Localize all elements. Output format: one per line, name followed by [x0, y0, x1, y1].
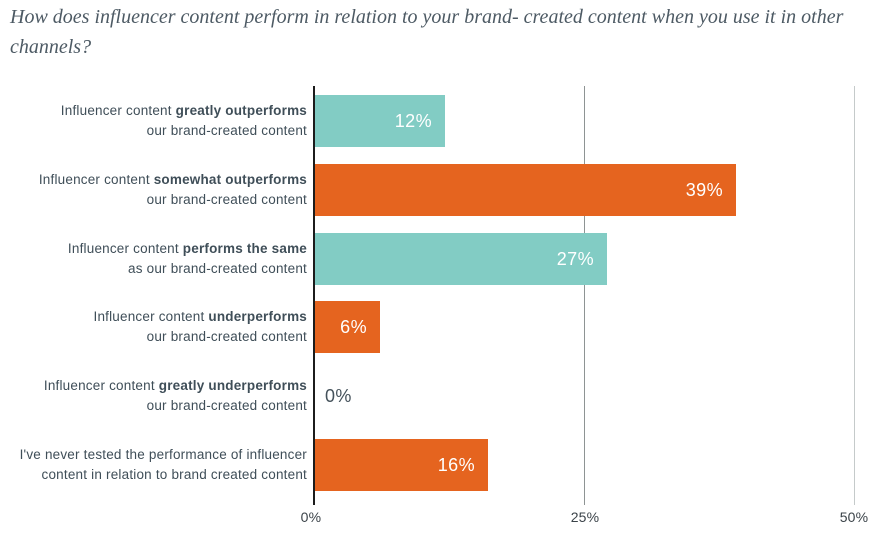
- bar-value-label: 39%: [685, 179, 723, 200]
- bar: 12%: [315, 95, 445, 147]
- category-label: Influencer content greatly outperforms ou…: [0, 101, 307, 141]
- bar: 16%: [315, 439, 488, 491]
- category-label-line1: Influencer content performs the same: [67, 241, 307, 256]
- category-label-line2: our brand-created content: [146, 192, 307, 207]
- bar-value-label: 12%: [394, 110, 432, 131]
- bar-value-label: 27%: [556, 248, 594, 269]
- category-label: Influencer content underperforms our bran…: [0, 307, 307, 347]
- category-label: I've never tested the performance of inf…: [0, 445, 307, 485]
- category-label: Influencer content greatly underperforms…: [0, 376, 307, 416]
- gridline-25pct: [584, 86, 585, 505]
- category-label-line1: Influencer content greatly underperforms: [43, 378, 307, 393]
- category-label-line1: Influencer content underperforms: [93, 309, 307, 324]
- axis-line-0pct: [313, 86, 315, 505]
- category-label-line2: our brand-created content: [146, 329, 307, 344]
- x-tick-label-50: 50%: [839, 509, 869, 525]
- gridline-50pct: [854, 86, 855, 505]
- chart-title: How does influencer content perform in r…: [10, 6, 844, 58]
- x-tick-label-0: 0%: [300, 509, 322, 525]
- category-label-line1: Influencer content somewhat outperforms: [38, 172, 307, 187]
- category-label: Influencer content somewhat outperforms o…: [0, 170, 307, 210]
- category-label-line2: our brand-created content: [146, 398, 307, 413]
- bar-value-label-zero: 0%: [325, 386, 352, 406]
- category-label-line2: content in relation to brand created con…: [41, 467, 307, 482]
- bar: 6%: [315, 301, 380, 353]
- category-label-line2: our brand-created content: [146, 123, 307, 138]
- category-label-line2: as our brand-created content: [128, 261, 307, 276]
- category-label-line1: Influencer content greatly outperforms: [60, 103, 307, 118]
- bar-value-label: 6%: [340, 316, 367, 337]
- bar-value-label: 16%: [437, 454, 475, 475]
- category-label: Influencer content performs the same as o…: [0, 239, 307, 279]
- bar: 27%: [315, 233, 607, 285]
- bar: 39%: [315, 164, 736, 216]
- category-label-line1: I've never tested the performance of inf…: [19, 447, 307, 462]
- x-tick-label-25: 25%: [570, 509, 600, 525]
